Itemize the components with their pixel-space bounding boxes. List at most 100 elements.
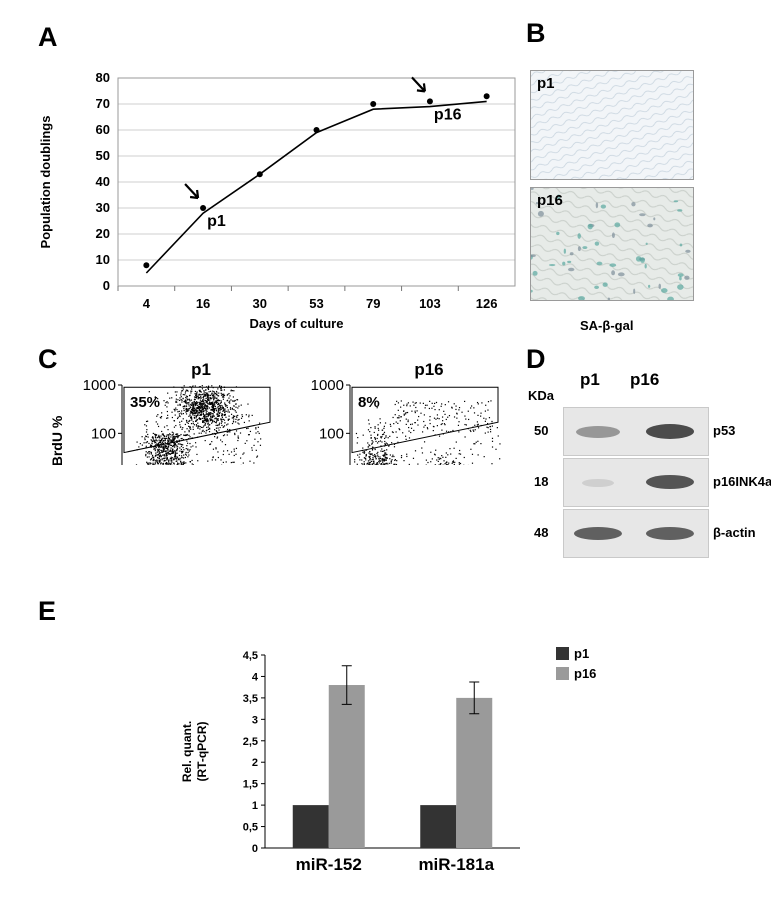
event-dot bbox=[135, 464, 138, 465]
stain-spot bbox=[653, 217, 656, 221]
event-dot bbox=[395, 421, 397, 423]
event-dot bbox=[221, 389, 223, 391]
event-dot bbox=[219, 411, 221, 413]
event-dot bbox=[168, 459, 170, 461]
event-dot bbox=[200, 409, 202, 412]
event-dot bbox=[156, 451, 158, 453]
event-dot bbox=[197, 422, 199, 424]
event-dot bbox=[180, 412, 182, 414]
stain-spot bbox=[567, 260, 572, 264]
event-dot bbox=[180, 460, 182, 462]
event-dot bbox=[368, 464, 370, 465]
event-dot bbox=[230, 413, 233, 415]
event-dot bbox=[408, 426, 410, 429]
stain-spot bbox=[587, 223, 593, 230]
event-dot bbox=[204, 405, 206, 407]
event-dot bbox=[194, 411, 196, 414]
event-dot bbox=[154, 464, 156, 465]
event-dot bbox=[222, 418, 224, 421]
event-dot bbox=[447, 464, 449, 465]
event-dot bbox=[167, 452, 169, 454]
event-dot bbox=[191, 409, 193, 411]
event-dot bbox=[204, 424, 206, 426]
event-dot bbox=[231, 390, 234, 392]
event-dot bbox=[184, 394, 186, 396]
event-dot bbox=[243, 452, 245, 454]
event-dot bbox=[376, 437, 378, 440]
event-dot bbox=[215, 401, 217, 404]
event-dot bbox=[383, 464, 385, 465]
event-dot bbox=[173, 462, 175, 465]
event-dot bbox=[365, 453, 367, 456]
event-dot bbox=[193, 409, 195, 412]
event-dot bbox=[146, 461, 148, 463]
event-dot bbox=[155, 437, 157, 439]
event-dot bbox=[170, 450, 173, 452]
event-dot bbox=[201, 408, 203, 410]
event-dot bbox=[211, 406, 214, 409]
event-dot bbox=[154, 435, 157, 437]
event-dot bbox=[156, 415, 158, 417]
event-dot bbox=[192, 428, 194, 431]
event-dot bbox=[192, 422, 194, 425]
event-dot bbox=[185, 451, 187, 454]
event-dot bbox=[159, 445, 161, 447]
event-dot bbox=[195, 425, 198, 427]
stain-spot bbox=[633, 288, 636, 295]
event-dot bbox=[400, 400, 402, 402]
event-dot bbox=[146, 420, 149, 422]
event-dot bbox=[222, 461, 224, 464]
event-dot bbox=[229, 428, 231, 431]
event-dot bbox=[212, 395, 214, 397]
event-dot bbox=[192, 412, 194, 414]
event-dot bbox=[192, 407, 194, 409]
event-dot bbox=[392, 454, 394, 456]
event-dot bbox=[364, 451, 366, 453]
event-dot bbox=[226, 450, 229, 452]
event-dot bbox=[187, 399, 189, 401]
event-dot bbox=[372, 457, 374, 459]
event-dot bbox=[186, 428, 188, 430]
event-dot bbox=[400, 455, 403, 457]
event-dot bbox=[224, 404, 226, 406]
event-dot bbox=[160, 455, 162, 458]
event-dot bbox=[222, 410, 224, 412]
event-dot bbox=[195, 415, 197, 417]
event-dot bbox=[229, 395, 231, 397]
event-dot bbox=[477, 427, 480, 429]
event-dot bbox=[150, 462, 152, 465]
event-dot bbox=[191, 417, 193, 420]
event-dot bbox=[212, 406, 214, 408]
event-dot bbox=[209, 414, 211, 416]
event-dot bbox=[173, 451, 175, 453]
event-dot bbox=[246, 427, 248, 430]
event-dot bbox=[182, 464, 184, 465]
event-dot bbox=[403, 413, 405, 415]
event-dot bbox=[383, 427, 385, 429]
blot-row-p53 bbox=[563, 407, 709, 456]
event-dot bbox=[367, 419, 370, 421]
event-dot bbox=[206, 398, 209, 401]
event-dot bbox=[166, 417, 168, 419]
event-dot bbox=[233, 450, 235, 452]
event-dot bbox=[211, 409, 214, 411]
event-dot bbox=[202, 399, 204, 401]
event-dot bbox=[202, 408, 204, 410]
event-dot bbox=[172, 450, 174, 453]
event-dot bbox=[203, 416, 205, 418]
event-dot bbox=[151, 440, 154, 443]
event-dot bbox=[156, 423, 159, 425]
event-dot bbox=[157, 448, 159, 450]
event-dot bbox=[412, 401, 414, 403]
event-dot bbox=[470, 448, 472, 450]
event-dot bbox=[188, 415, 190, 417]
event-dot bbox=[388, 444, 390, 446]
event-dot bbox=[369, 458, 371, 460]
event-dot bbox=[378, 460, 380, 462]
event-dot bbox=[161, 444, 163, 446]
event-dot bbox=[438, 409, 440, 411]
event-dot bbox=[406, 411, 409, 414]
event-dot bbox=[193, 409, 195, 412]
event-dot bbox=[172, 457, 174, 459]
event-dot bbox=[218, 414, 220, 417]
